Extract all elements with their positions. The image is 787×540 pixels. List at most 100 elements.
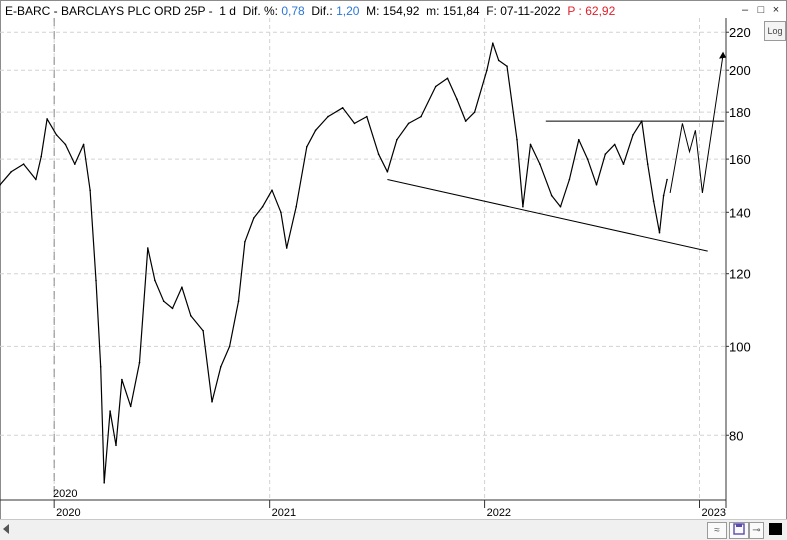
price-point (171, 307, 174, 310)
price-point (522, 205, 524, 208)
price-point (202, 329, 204, 332)
price-point (138, 361, 141, 364)
price-point (99, 366, 102, 368)
price-point (253, 217, 255, 219)
x-tick-label: 2021 (272, 507, 296, 519)
save-icon (733, 523, 745, 535)
price-point (147, 247, 149, 249)
price-point (115, 444, 117, 447)
chart-header: E-BARC - BARCLAYS PLC ORD 25P - 1 d Dif.… (5, 4, 615, 18)
price-point (446, 77, 449, 80)
price-point (396, 138, 398, 141)
dif-value: 1,20 (336, 4, 360, 18)
restore-button[interactable]: □ (757, 4, 765, 16)
y-tick-label: 140 (729, 205, 751, 220)
y-tick-label: 200 (729, 63, 751, 78)
projection-annotation (669, 54, 724, 193)
price-point (492, 42, 494, 44)
price-point (473, 111, 476, 113)
x-tick-label: 2020 (56, 507, 80, 519)
price-point (295, 205, 298, 208)
annotations (387, 51, 727, 252)
price-point (604, 153, 607, 155)
price-point (407, 122, 410, 125)
y-tick-label: 100 (729, 339, 751, 354)
price-point (386, 171, 389, 173)
price-point (35, 178, 37, 181)
price-point (464, 120, 467, 122)
price-point (550, 194, 553, 197)
price-point (103, 482, 105, 484)
price-point (237, 300, 240, 303)
price-point (109, 410, 111, 412)
price-point (613, 143, 616, 146)
price-point (646, 163, 649, 165)
price-point (306, 146, 308, 148)
log-scale-button[interactable]: Log (764, 21, 786, 41)
price-point (559, 205, 562, 208)
price-point (211, 401, 213, 403)
price-series-line (0, 42, 668, 484)
period-label: 1 d (219, 4, 236, 18)
price-point (228, 345, 231, 348)
price-point (40, 155, 42, 158)
y-tick-label: 80 (729, 428, 743, 443)
y-tick-labels: 80 100 120 140 160 180 200 220 (729, 25, 751, 443)
price-point (22, 163, 25, 165)
price-point (456, 98, 458, 100)
price-chart: 80 100 120 140 160 180 200 220 2020 2021 2022 2023… (0, 18, 751, 519)
p-label: P : (567, 4, 582, 18)
price-point (121, 378, 123, 381)
x-tick-label: 2023 (702, 507, 726, 519)
price-point (280, 211, 282, 214)
price-point (64, 143, 67, 146)
x-tick-labels: 2020 2021 2022 2023 (56, 507, 726, 519)
price-point (632, 134, 634, 136)
price-point (568, 178, 571, 181)
dif-label: Dif.: (311, 4, 333, 18)
projection-arrowhead (719, 51, 727, 59)
price-point (586, 158, 589, 160)
price-point (261, 205, 264, 208)
price-point (327, 115, 329, 118)
price-point (220, 366, 222, 368)
price-point (434, 85, 437, 88)
collapse-button[interactable]: ≈ (707, 522, 727, 539)
price-point (578, 138, 580, 141)
y-tick-label: 120 (729, 267, 751, 282)
price-point (95, 279, 97, 282)
y-tick-label: 220 (729, 25, 751, 40)
pin-icon: ⊸ (752, 525, 761, 536)
y-tick-label: 180 (729, 105, 751, 120)
price-point (285, 247, 288, 249)
date-label: F: (486, 4, 497, 18)
price-point (622, 163, 625, 165)
dif-pct-value: 0,78 (281, 4, 305, 18)
price-point (662, 194, 665, 197)
price-point (129, 405, 132, 408)
pin-button[interactable]: ⊸ (749, 522, 764, 539)
footer-bar: ≈ ⊸ (0, 519, 787, 540)
price-point (89, 189, 91, 191)
max-value: 154,92 (382, 4, 420, 18)
price-point (46, 118, 48, 120)
axes (0, 18, 727, 508)
color-swatch-button[interactable] (769, 523, 782, 535)
price-point (154, 279, 156, 282)
price-point (539, 163, 541, 165)
p-value: 62,92 (585, 4, 616, 18)
x-tick-label: 2022 (487, 507, 511, 519)
minimize-button[interactable]: – (741, 4, 749, 16)
price-point (74, 163, 76, 165)
price-point (271, 189, 273, 191)
price-point (353, 122, 356, 125)
close-button[interactable]: × (772, 4, 780, 16)
price-point (420, 115, 422, 118)
horizontal-scrollbar[interactable] (14, 523, 697, 535)
scroll-left-icon[interactable] (3, 524, 9, 534)
price-point (497, 59, 500, 62)
save-button[interactable] (729, 522, 749, 539)
max-label: M: (366, 4, 380, 18)
price-point (658, 231, 661, 234)
